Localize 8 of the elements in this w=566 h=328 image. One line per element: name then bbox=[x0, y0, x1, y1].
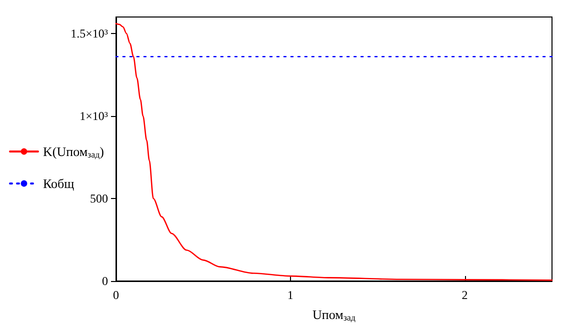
y-tick-label: 500 bbox=[90, 192, 108, 206]
legend-label: Кобщ bbox=[43, 176, 74, 191]
x-tick-label: 1 bbox=[287, 288, 294, 302]
x-tick-label: 0 bbox=[113, 288, 119, 302]
y-tick-label: 1×10³ bbox=[80, 109, 108, 123]
x-tick-label: 2 bbox=[462, 288, 468, 302]
y-tick-label: 0 bbox=[102, 274, 108, 288]
y-tick-label: 1.5×10³ bbox=[70, 26, 108, 40]
